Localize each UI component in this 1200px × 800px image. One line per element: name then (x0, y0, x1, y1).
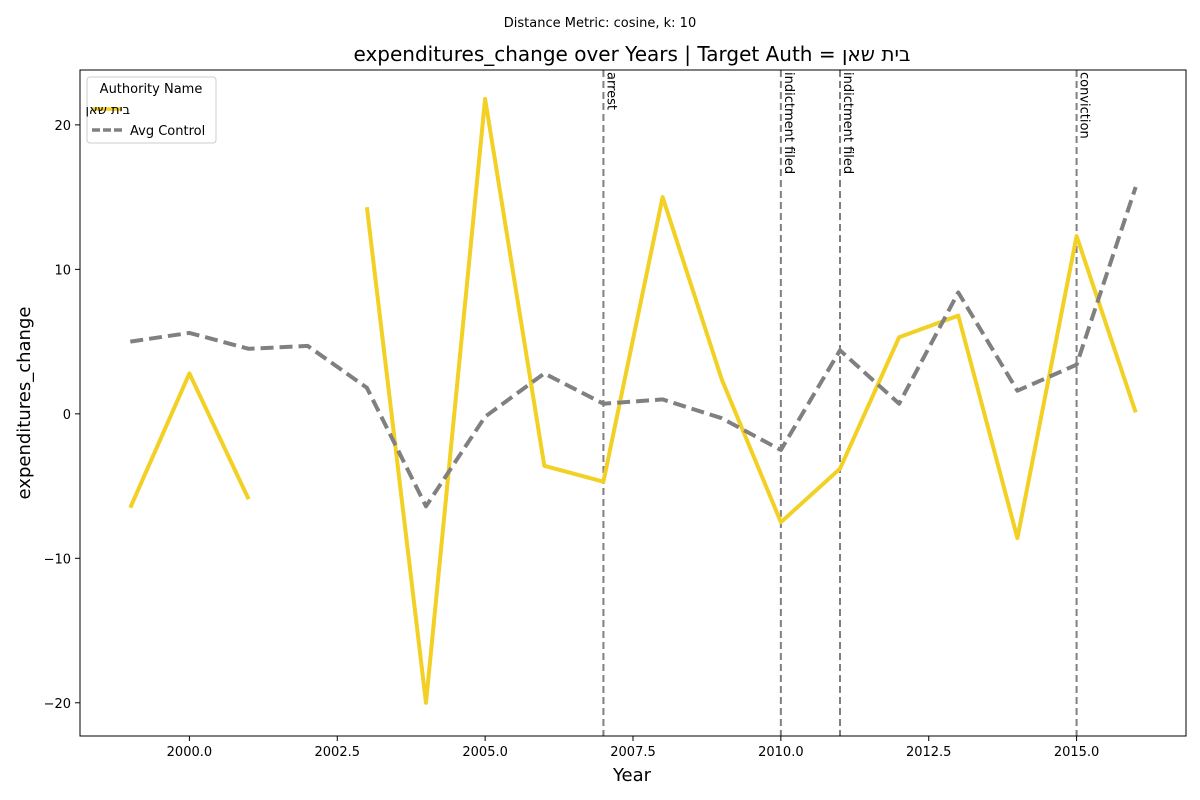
legend-label-target: בית שאן (85, 103, 130, 118)
event-label: arrest (603, 72, 618, 110)
x-axis: 2000.0 2002.5 2005.0 2007.5 2010.0 2012.5 2015… (167, 736, 1100, 760)
y-tick-label: 10 (54, 263, 71, 278)
x-tick-label: 2012.5 (906, 745, 952, 760)
y-tick-label: 0 (63, 408, 71, 423)
series-line-control (130, 186, 1138, 509)
suptitle: Distance Metric: cosine, k: 10 (504, 16, 696, 31)
x-tick-label: 2005.0 (462, 745, 508, 760)
y-tick-label: −10 (44, 552, 71, 567)
x-tick-label: 2000.0 (167, 745, 213, 760)
y-tick-label: −20 (44, 697, 71, 712)
y-axis: −20 −10 0 10 20 (44, 119, 80, 712)
event-label: indictment filed (781, 72, 796, 174)
x-tick-label: 2010.0 (758, 745, 804, 760)
y-tick-label: 20 (54, 119, 71, 134)
x-tick-label: 2007.5 (610, 745, 656, 760)
y-axis-title: expenditures_change (14, 307, 35, 500)
plot-frame (79, 69, 1187, 737)
x-tick-label: 2015.0 (1054, 745, 1100, 760)
x-tick-label: 2002.5 (315, 745, 361, 760)
event-label: conviction (1077, 72, 1092, 139)
event-label: indictment filed (840, 72, 855, 174)
legend: Authority Name בית שאן Avg Control (85, 76, 217, 144)
plot-area: arrest indictment filed indictment filed co… (128, 70, 1138, 736)
legend-box (86, 76, 217, 144)
chart-title: expenditures_change over Years | Target … (354, 42, 911, 66)
legend-label-control: Avg Control (130, 124, 205, 139)
legend-title: Authority Name (100, 82, 203, 97)
series-line-target (128, 371, 251, 509)
series-line-target (364, 96, 1138, 705)
x-axis-title: Year (612, 765, 652, 786)
